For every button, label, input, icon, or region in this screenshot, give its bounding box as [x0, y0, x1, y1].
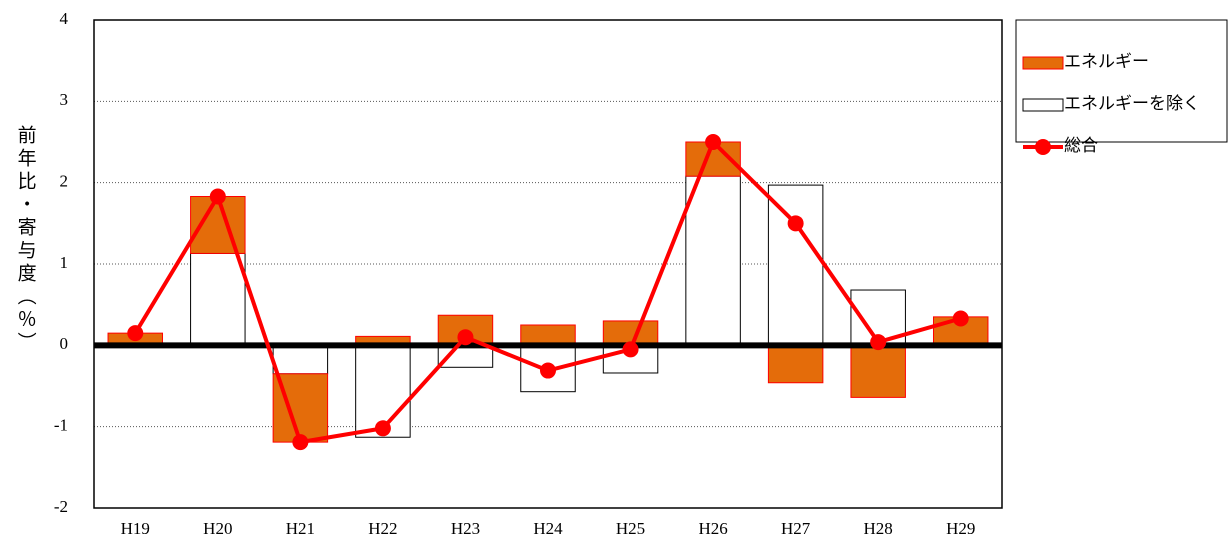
x-tick-label: H29: [946, 519, 975, 538]
marker: [127, 325, 144, 342]
y-tick-label: 1: [60, 253, 69, 272]
legend-label: エネルギー: [1064, 52, 1149, 71]
marker: [374, 420, 391, 437]
x-tick-label: H25: [616, 519, 645, 538]
bar: [602, 320, 659, 346]
bar: [767, 184, 824, 346]
bar: [520, 324, 576, 346]
x-tick-label: H28: [864, 519, 893, 538]
legend-label: 総合: [1064, 136, 1098, 155]
marker: [292, 434, 309, 451]
y-tick-label: -1: [54, 416, 68, 435]
bar: [767, 344, 824, 384]
x-tick-label: H21: [286, 519, 315, 538]
marker: [622, 341, 639, 358]
legend-swatch: [1035, 139, 1051, 155]
marker: [540, 362, 556, 379]
y-tick-label: 4: [60, 9, 69, 28]
marker: [952, 310, 969, 327]
marker: [870, 334, 887, 351]
y-tick-label: -2: [54, 497, 68, 516]
plot-frame: [93, 19, 1003, 509]
y-tick-label: 3: [60, 90, 69, 109]
bar: [685, 175, 741, 346]
x-tick-label: H22: [368, 519, 397, 538]
bar: [850, 344, 906, 398]
marker: [787, 215, 804, 232]
x-tick-label: H24: [533, 519, 563, 538]
y-axis-label: 前年比・寄与度（％）: [15, 125, 37, 355]
y-tick-label: 2: [60, 172, 69, 191]
legend-swatch: [1022, 98, 1064, 112]
legend-label: エネルギーを除く: [1064, 94, 1200, 113]
y-tick-label: 0: [60, 334, 69, 353]
legend-swatch: [1022, 56, 1064, 70]
bar: [190, 252, 246, 346]
x-tick-label: H20: [203, 519, 232, 538]
marker: [209, 188, 226, 205]
bar: [272, 344, 329, 375]
x-tick-label: H23: [451, 519, 480, 538]
x-tick-label: H19: [121, 519, 150, 538]
legend-box: [1015, 19, 1228, 143]
x-tick-label: H27: [781, 519, 811, 538]
marker: [705, 134, 722, 150]
marker: [457, 329, 474, 346]
x-tick-label: H26: [698, 519, 727, 538]
